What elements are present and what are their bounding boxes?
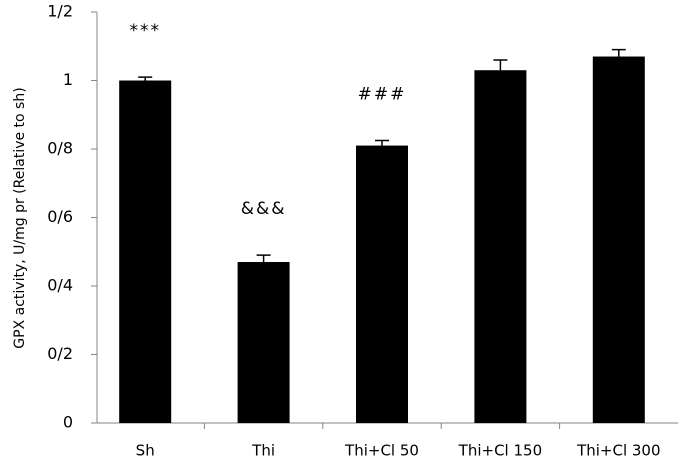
error-bar <box>493 59 508 71</box>
error-bar <box>375 139 389 146</box>
annotation: *** <box>129 21 161 41</box>
y-tick-label: 0/8 <box>47 139 73 158</box>
bar <box>119 80 172 423</box>
bar <box>592 56 645 424</box>
annotation: ### <box>358 84 407 104</box>
x-tick-label: Thi+Cl 150 <box>458 442 542 460</box>
y-tick-label: 1/2 <box>47 2 73 21</box>
bar <box>237 262 290 423</box>
bar <box>356 145 408 423</box>
annotation: &&& <box>241 199 287 219</box>
error-bar <box>256 254 271 263</box>
x-tick-label: Thi+Cl 300 <box>576 442 660 460</box>
error-bar <box>138 76 153 81</box>
y-tick-label: 0/2 <box>47 344 73 363</box>
y-axis-label: GPX activity, U/mg pr (Relative to sh) <box>12 87 28 348</box>
y-tick-label: 0/4 <box>47 276 73 295</box>
x-tick-label: Thi <box>251 442 275 460</box>
y-tick-label: 0/6 <box>47 207 73 226</box>
y-tick-label: 1 <box>63 70 73 89</box>
x-tick-label: Sh <box>136 442 155 460</box>
x-tick-label: Thi+Cl 50 <box>344 442 419 460</box>
bar <box>474 70 527 423</box>
y-tick-label: 0 <box>63 413 73 432</box>
error-bar <box>611 48 626 57</box>
